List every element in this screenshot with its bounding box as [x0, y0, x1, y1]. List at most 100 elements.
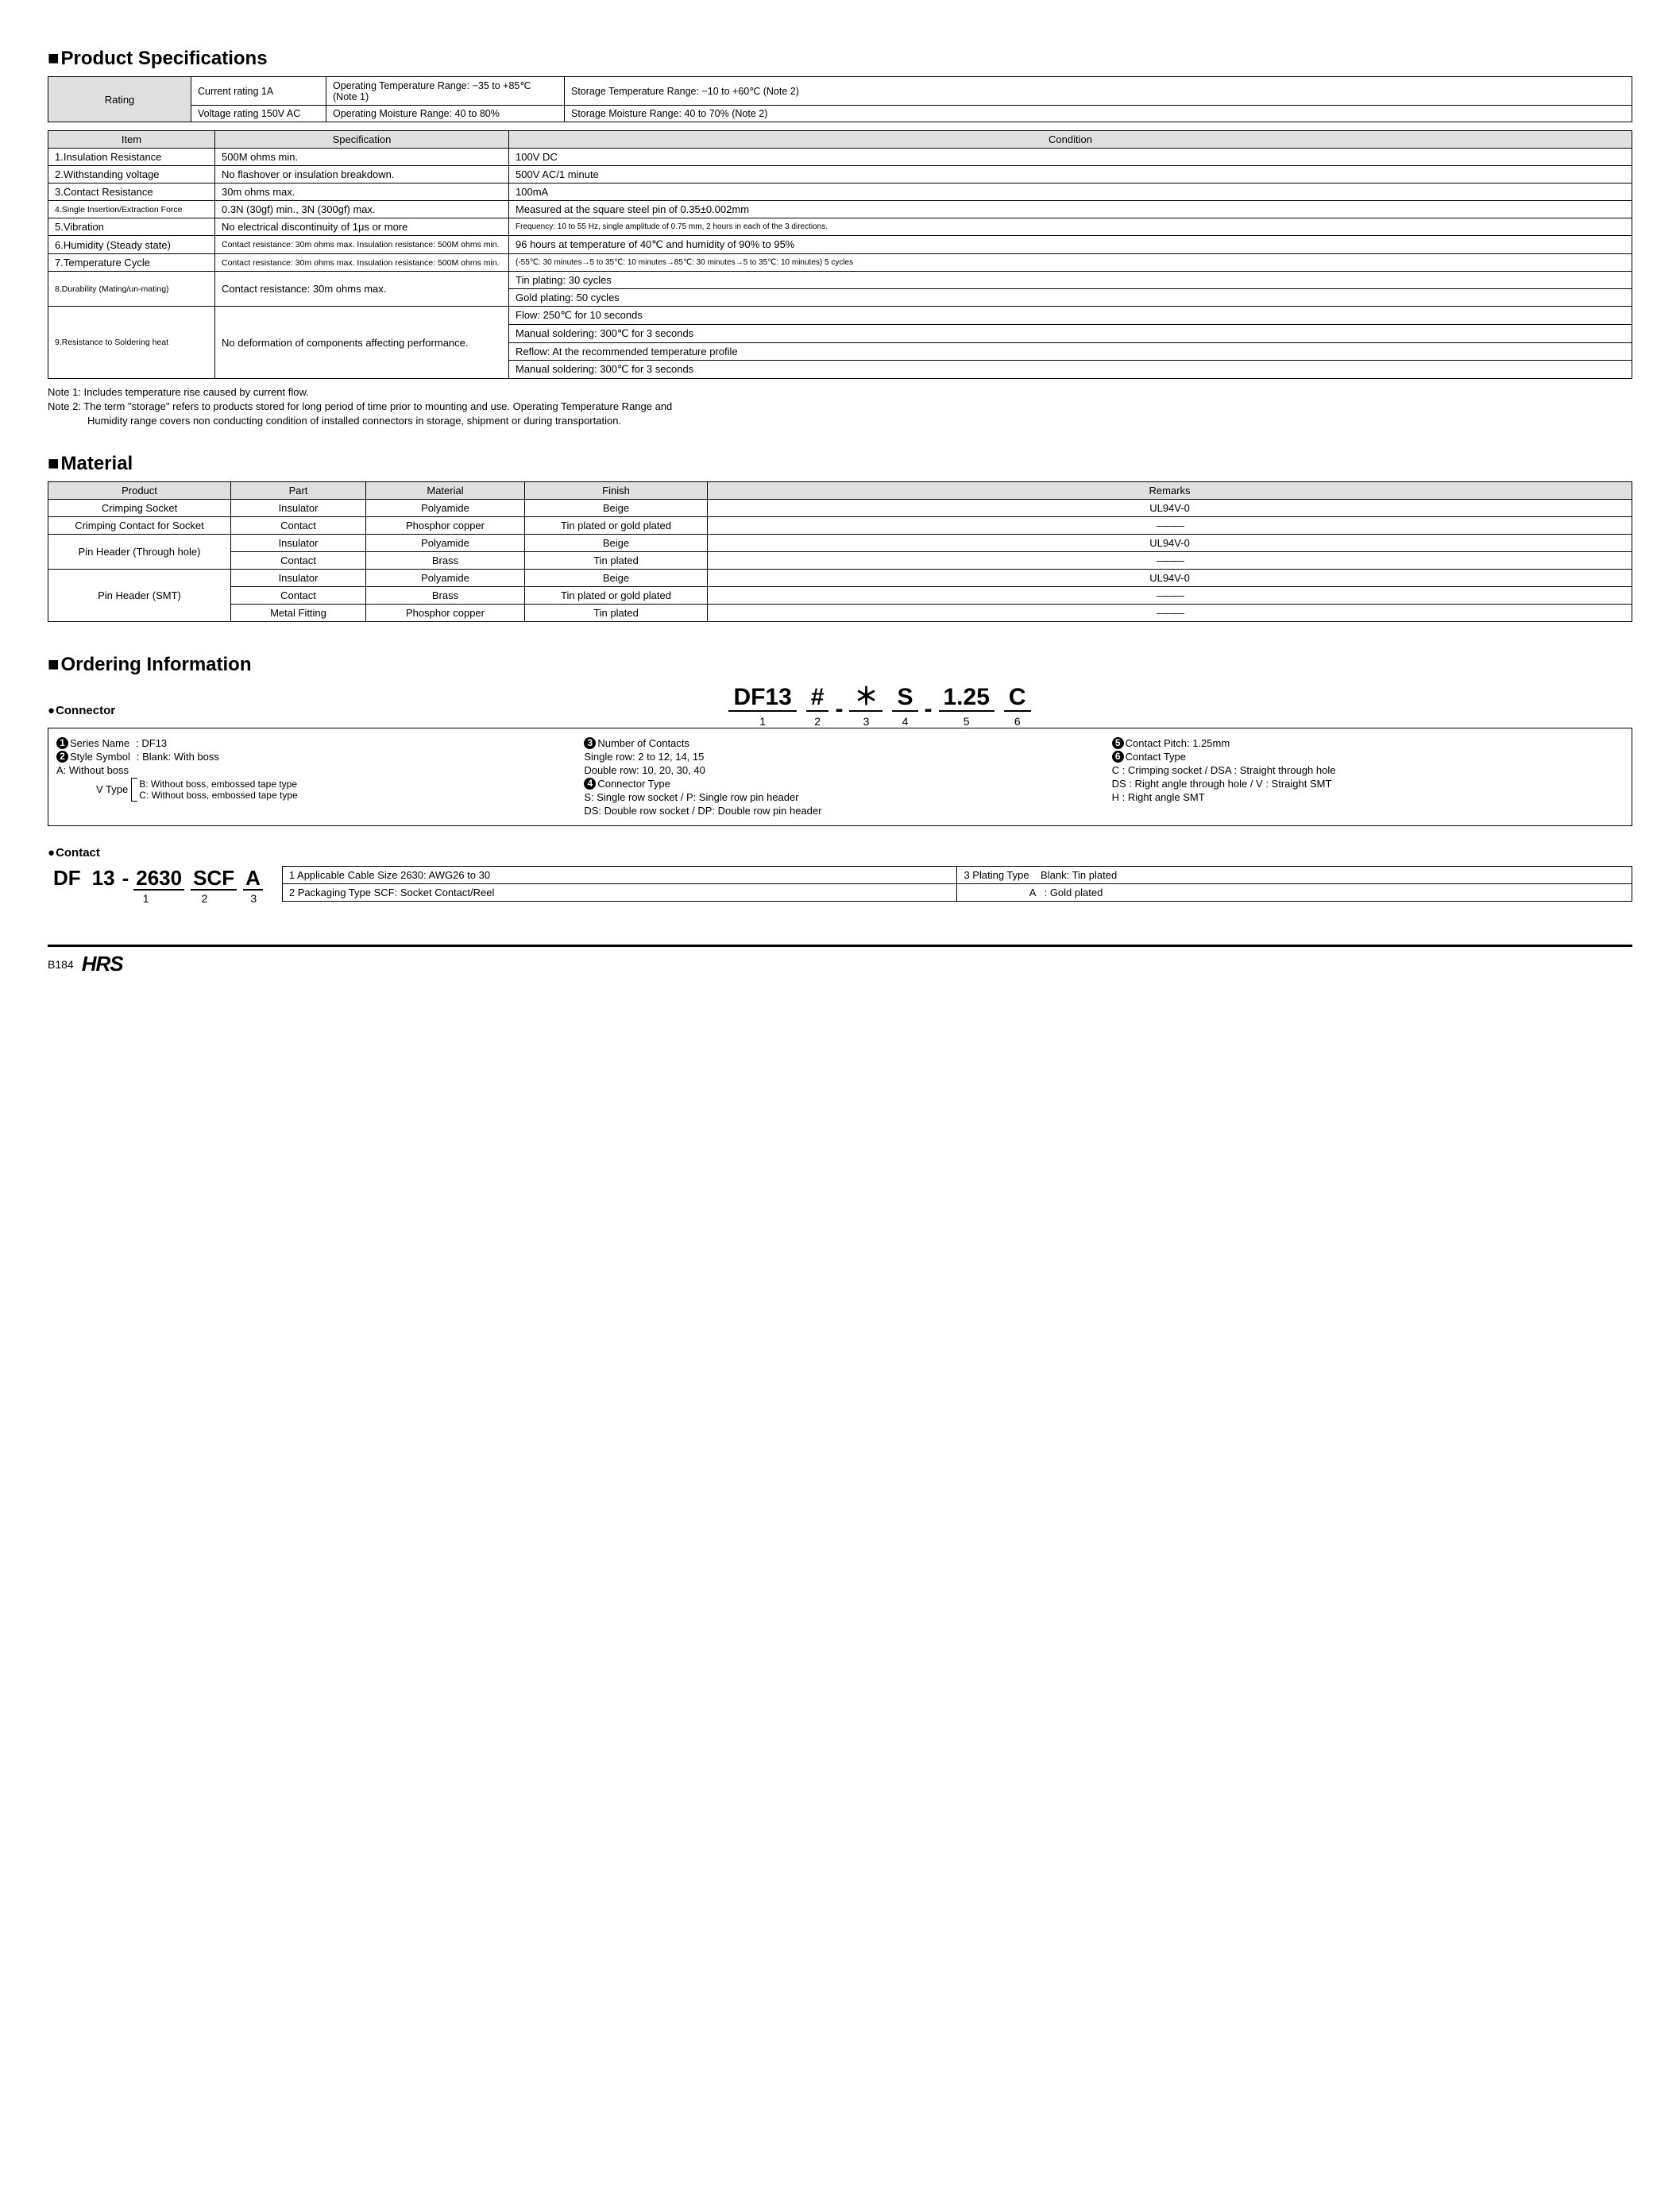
vtype-row: B: Without boss, embossed tape type — [139, 779, 297, 790]
legend-row: 4 Connector Type — [584, 777, 1095, 790]
legend-value: : Blank: With boss — [130, 751, 219, 763]
mat-remarks: UL94V-0 — [708, 499, 1632, 516]
rating-current: Current rating 1A — [191, 77, 326, 106]
spec-spec: No flashover or insulation breakdown. — [215, 166, 509, 184]
circled-number: 4 — [584, 778, 596, 790]
mat-th-remarks: Remarks — [708, 481, 1632, 499]
vtype-label: V Type — [96, 783, 128, 795]
legend-text: Plating Type Blank: Tin plated — [970, 869, 1118, 881]
spec-item: 8.Durability (Mating/un-mating) — [48, 272, 215, 307]
contact-partcode: DF13-2630SCFA 123 — [48, 866, 266, 906]
legend-key: Contact Pitch: 1.25mm — [1126, 737, 1230, 749]
legend-row: C : Crimping socket / DSA : Straight thr… — [1112, 763, 1624, 777]
spec-item: 2.Withstanding voltage — [48, 166, 215, 184]
legend-row: 1 Applicable Cable Size 2630: AWG26 to 3… — [283, 867, 1632, 884]
spec-item: 5.Vibration — [48, 218, 215, 236]
spec-cond: Tin plating: 30 cycles — [509, 272, 1632, 289]
section-title-specs: Product Specifications — [48, 48, 1632, 70]
mat-material: Polyamide — [366, 569, 525, 586]
rating-op-moist: Operating Moisture Range: 40 to 80% — [326, 106, 565, 122]
page-number: B184 — [48, 958, 74, 971]
spec-item: 9.Resistance to Soldering heat — [48, 307, 215, 379]
legend-row: S: Single row socket / P: Single row pin… — [584, 790, 1095, 804]
legend-text: Packaging Type SCF: Socket Contact/Reel — [295, 887, 494, 898]
section-title-material: Material — [48, 453, 1632, 475]
spec-cond: Flow: 250℃ for 10 seconds — [509, 307, 1632, 325]
spec-item: 6.Humidity (Steady state) — [48, 236, 215, 254]
mat-finish: Beige — [525, 534, 708, 551]
mat-th-material: Material — [366, 481, 525, 499]
circled-number: 2 — [56, 751, 68, 763]
legend-sub: DS: Double row socket / DP: Double row p… — [584, 805, 821, 817]
circled-number: 4 — [902, 715, 909, 728]
spec-spec: 0.3N (30gf) min., 3N (300gf) max. — [215, 201, 509, 218]
mat-remarks: UL94V-0 — [708, 534, 1632, 551]
legend-row: A: Without boss — [56, 763, 568, 777]
mat-remarks: ——— — [708, 516, 1632, 534]
partcode-seg: 13 — [90, 867, 118, 890]
legend-key: Number of Contacts — [597, 737, 689, 749]
legend-row: DS: Double row socket / DP: Double row p… — [584, 804, 1095, 817]
legend-row: Single row: 2 to 12, 14, 15 — [584, 750, 1095, 763]
spec-spec: 500M ohms min. — [215, 149, 509, 166]
legend-row: 2 Packaging Type SCF: Socket Contact/Ree… — [283, 884, 1632, 901]
spec-table: Item Specification Condition 1.Insulatio… — [48, 130, 1632, 379]
circled-number: 2 — [202, 892, 208, 905]
note-2: Note 2: The term "storage" refers to pro… — [48, 400, 1632, 414]
legend-key: Contact Type — [1126, 751, 1186, 763]
circled-number: 3 — [250, 892, 257, 905]
connector-legend: 1 Series Name: DF132 Style Symbol: Blank… — [48, 728, 1632, 826]
partcode-dash: - — [122, 866, 129, 891]
mat-th-finish: Finish — [525, 481, 708, 499]
legend-key: Connector Type — [597, 778, 670, 790]
partcode-seg: S — [892, 684, 917, 712]
mat-finish: Tin plated — [525, 604, 708, 621]
vtype-row: C: Without boss, embossed tape type — [139, 790, 297, 801]
partcode-dash: - — [923, 696, 934, 728]
rating-st-moist: Storage Moisture Range: 40 to 70% (Note … — [565, 106, 1632, 122]
legend-row: 5 Contact Pitch: 1.25mm — [1112, 736, 1624, 750]
contact-legend: 1 Applicable Cable Size 2630: AWG26 to 3… — [282, 866, 1632, 902]
circled-number: 5 — [964, 715, 970, 728]
partcode-seg: ＊ — [849, 684, 882, 712]
rating-op-temp: Operating Temperature Range: −35 to +85℃… — [326, 77, 565, 106]
mat-part: Contact — [231, 516, 366, 534]
mat-part: Metal Fitting — [231, 604, 366, 621]
spec-th-item: Item — [48, 131, 215, 149]
partcode-seg: # — [806, 684, 829, 712]
mat-remarks: ——— — [708, 551, 1632, 569]
legend-key: Series Name — [70, 737, 129, 749]
spec-spec: Contact resistance: 30m ohms max. Insula… — [215, 236, 509, 254]
spec-spec: No deformation of components affecting p… — [215, 307, 509, 379]
mat-finish: Beige — [525, 499, 708, 516]
legend-sub: A: Without boss — [56, 764, 129, 776]
legend-sub: Double row: 10, 20, 30, 40 — [584, 764, 705, 776]
hrs-logo: HRS — [82, 952, 123, 976]
legend-sub: DS : Right angle through hole / V : Stra… — [1112, 778, 1332, 790]
mat-remarks: ——— — [708, 604, 1632, 621]
mat-finish: Tin plated — [525, 551, 708, 569]
mat-material: Phosphor copper — [366, 604, 525, 621]
spec-spec: 30m ohms max. — [215, 184, 509, 201]
partcode-seg: 1.25 — [939, 684, 994, 712]
spec-th-spec: Specification — [215, 131, 509, 149]
legend-row: V Type B: Without boss, embossed tape typ… — [56, 777, 568, 802]
circled-number: 6 — [1014, 715, 1021, 728]
spec-item: 4.Single Insertion/Extraction Force — [48, 201, 215, 218]
spec-cond: Measured at the square steel pin of 0.35… — [509, 201, 1632, 218]
spec-item: 3.Contact Resistance — [48, 184, 215, 201]
spec-cond: Gold plating: 50 cycles — [509, 289, 1632, 307]
mat-part: Contact — [231, 551, 366, 569]
legend-row: Double row: 10, 20, 30, 40 — [584, 763, 1095, 777]
legend-text: Applicable Cable Size 2630: AWG26 to 30 — [295, 869, 490, 881]
legend-sub: H : Right angle SMT — [1112, 791, 1205, 803]
partcode-seg: SCF — [191, 867, 237, 891]
connector-partcode: DF131#2-＊3S4-1.255C6 — [302, 684, 1458, 728]
circled-number: 6 — [1112, 751, 1124, 763]
spec-spec: No electrical discontinuity of 1μs or mo… — [215, 218, 509, 236]
mat-material: Brass — [366, 586, 525, 604]
mat-remarks: ——— — [708, 586, 1632, 604]
spec-cond: Manual soldering: 300℃ for 3 seconds — [509, 361, 1632, 379]
spec-cond: 96 hours at temperature of 40℃ and humid… — [509, 236, 1632, 254]
mat-part: Contact — [231, 586, 366, 604]
